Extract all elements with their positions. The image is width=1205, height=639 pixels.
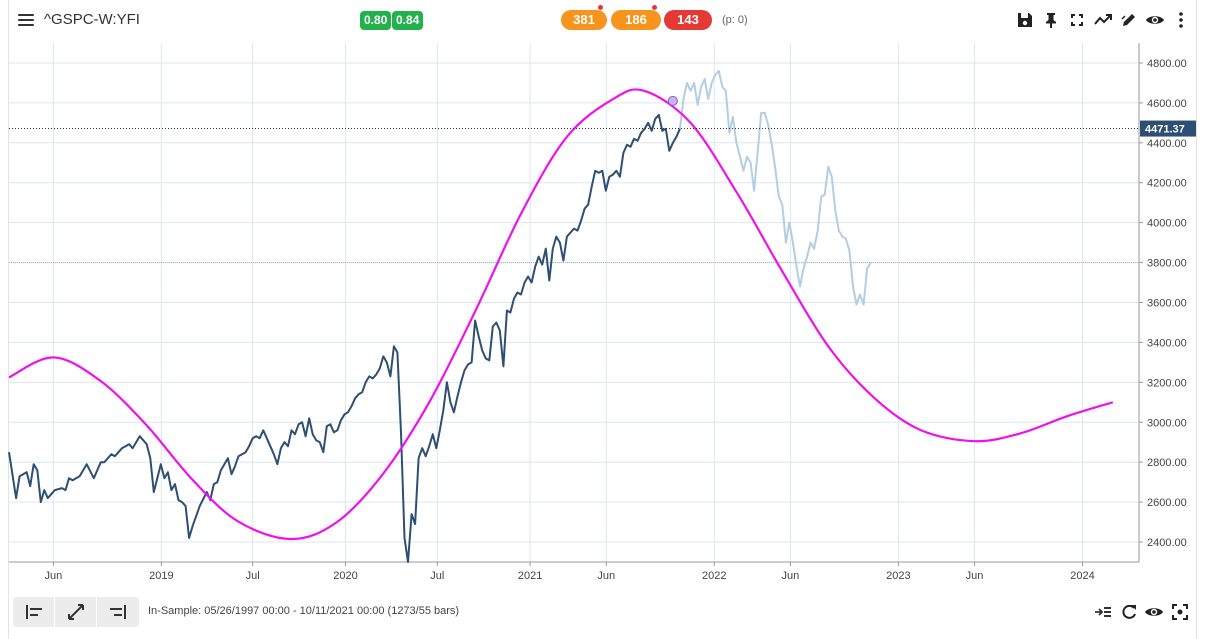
eye-icon[interactable] bbox=[1145, 10, 1165, 30]
x-tick-label: Jun bbox=[782, 570, 800, 582]
align-right-icon bbox=[110, 605, 126, 619]
x-tick-label: 2020 bbox=[333, 570, 357, 582]
pill-value: 186 bbox=[625, 12, 647, 27]
indent-icon[interactable] bbox=[1093, 602, 1113, 622]
y-tick-label: 3600.00 bbox=[1147, 298, 1187, 310]
y-tick-label: 2800.00 bbox=[1147, 457, 1187, 469]
y-tick-label: 4600.00 bbox=[1147, 98, 1187, 110]
y-tick-label: 3000.00 bbox=[1147, 417, 1187, 429]
expand-icon bbox=[68, 604, 84, 620]
y-tick-label: 3400.00 bbox=[1147, 337, 1187, 349]
x-tick-label: 2023 bbox=[886, 570, 910, 582]
in-sample-price-line bbox=[8, 113, 681, 563]
x-tick-label: 2019 bbox=[149, 570, 173, 582]
fullscreen-icon[interactable] bbox=[1067, 10, 1087, 30]
y-tick-label: 4200.00 bbox=[1147, 178, 1187, 190]
x-tick-label: 2024 bbox=[1070, 570, 1094, 582]
align-right-button[interactable] bbox=[97, 597, 139, 627]
cycle-marker bbox=[667, 95, 678, 106]
zoom-button-group bbox=[13, 597, 139, 627]
draw-icon[interactable] bbox=[1119, 10, 1139, 30]
x-tick-label: Jun bbox=[45, 570, 63, 582]
y-tick-label: 4400.00 bbox=[1147, 138, 1187, 150]
pill-value: 381 bbox=[573, 12, 595, 27]
pill-143[interactable]: 143 bbox=[664, 10, 712, 30]
align-left-icon bbox=[26, 605, 42, 619]
last-price-label: 4471.37 bbox=[1145, 124, 1185, 136]
metric-badge-2: 0.84 bbox=[392, 11, 424, 30]
align-left-button[interactable] bbox=[13, 597, 55, 627]
focus-icon[interactable] bbox=[1170, 602, 1190, 622]
x-tick-label: 2022 bbox=[702, 570, 726, 582]
pill-value: 143 bbox=[677, 12, 699, 27]
x-tick-label: Jun bbox=[597, 570, 615, 582]
y-tick-label: 4000.00 bbox=[1147, 218, 1187, 230]
menu-icon[interactable] bbox=[18, 13, 34, 27]
metric-badge-1: 0.80 bbox=[360, 11, 392, 30]
in-sample-info: In-Sample: 05/26/1997 00:00 - 10/11/2021… bbox=[148, 605, 460, 617]
symbol-title: ^GSPC-W:YFI bbox=[44, 11, 140, 28]
y-tick-label: 3800.00 bbox=[1147, 258, 1187, 270]
pin-icon[interactable] bbox=[1041, 10, 1061, 30]
save-icon[interactable] bbox=[1015, 10, 1035, 30]
x-tick-label: 2021 bbox=[518, 570, 542, 582]
p-count: (p: 0) bbox=[722, 14, 748, 26]
x-tick-label: Jul bbox=[430, 570, 444, 582]
app-frame bbox=[8, 0, 1197, 639]
pill-381[interactable]: 381 bbox=[561, 5, 607, 30]
out-of-sample-price-line bbox=[678, 69, 872, 306]
more-vert-icon[interactable] bbox=[1171, 10, 1191, 30]
trend-icon[interactable] bbox=[1093, 10, 1113, 30]
eye-icon[interactable] bbox=[1144, 602, 1164, 622]
last-price-badge bbox=[1140, 120, 1196, 137]
header-bar: ^GSPC-W:YFI 0.80 0.84 381 186 143 (p: 0) bbox=[8, 0, 1197, 40]
expand-button[interactable] bbox=[55, 597, 97, 627]
y-tick-label: 3200.00 bbox=[1147, 377, 1187, 389]
x-tick-label: Jun bbox=[966, 570, 984, 582]
y-tick-label: 2600.00 bbox=[1147, 497, 1187, 509]
refresh-icon[interactable] bbox=[1119, 602, 1139, 622]
notification-dot bbox=[652, 5, 657, 10]
y-tick-label: 4800.00 bbox=[1147, 58, 1187, 70]
x-tick-label: Jul bbox=[246, 570, 260, 582]
cycle-projection-line bbox=[8, 88, 1114, 541]
notification-dot bbox=[598, 5, 603, 10]
pill-186[interactable]: 186 bbox=[611, 5, 661, 30]
y-tick-label: 2400.00 bbox=[1147, 537, 1187, 549]
